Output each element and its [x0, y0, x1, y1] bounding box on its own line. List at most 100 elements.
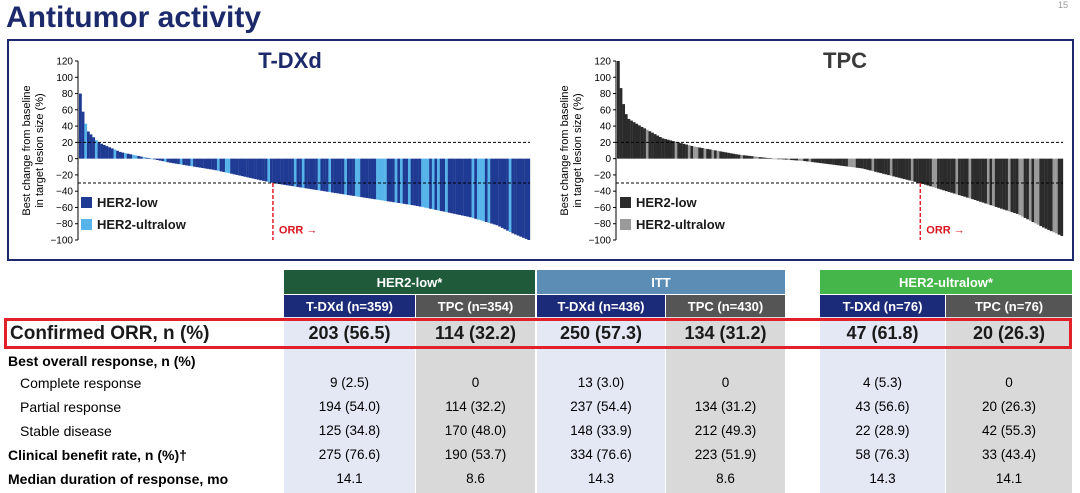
waterfall-bar [753, 156, 757, 159]
waterfall-bar [140, 156, 143, 159]
orr-value: 47 (61.8) [846, 323, 919, 343]
waterfall-bar [821, 158, 825, 164]
waterfall-bar [913, 158, 917, 182]
sub-header: TPC (n=354) [416, 295, 535, 317]
waterfall-bar [434, 158, 438, 210]
y-tick-label: −60 [594, 203, 611, 214]
waterfall-bar [362, 158, 366, 198]
table-cell: 0 [721, 375, 730, 390]
waterfall-bar [185, 158, 188, 166]
waterfall-bar [397, 158, 401, 204]
response-table: HER2-low* ITT HER2-ultralow* T-DXd (n=359) T… [0, 268, 1080, 493]
waterfall-bar [296, 158, 300, 188]
waterfall-bar [619, 88, 623, 159]
waterfall-bar [923, 158, 927, 185]
waterfall-charts: T-DXd Best change from baselinein target … [21, 48, 1064, 247]
waterfall-bar [721, 151, 725, 159]
table-cell: 14.3 [869, 471, 896, 486]
y-tick-label: 20 [62, 138, 74, 149]
table-cell: 237 (54.4) [570, 399, 632, 414]
orr-value: 114 (32.2) [434, 323, 517, 343]
waterfall-bar [94, 140, 98, 159]
waterfall-bar [307, 158, 310, 189]
row-label: Partial response [20, 399, 122, 415]
waterfall-bar [735, 154, 738, 159]
waterfall-bar [918, 158, 922, 184]
table-cell: 275 (76.6) [318, 447, 381, 462]
waterfall-bar [889, 158, 893, 176]
waterfall-bar [222, 158, 226, 172]
y-tick-label: −80 [594, 219, 611, 230]
waterfall-bar [716, 150, 720, 159]
waterfall-bar [669, 140, 673, 159]
waterfall-bar [108, 147, 111, 159]
waterfall-bar [365, 158, 369, 199]
waterfall-bar [182, 158, 186, 165]
waterfall-bar [86, 131, 90, 159]
waterfall-bar [376, 158, 379, 200]
waterfall-bar [658, 137, 662, 159]
waterfall-bar [285, 158, 289, 186]
waterfall-bar [97, 142, 101, 159]
waterfall-bar [1002, 158, 1006, 210]
y-tick-label: −60 [56, 203, 73, 214]
waterfall-bar [455, 158, 459, 215]
waterfall-bar [214, 158, 218, 171]
y-tick-label: 100 [594, 73, 611, 84]
y-tick-label: 60 [600, 105, 612, 116]
legend-label: HER2-low [636, 195, 698, 210]
waterfall-bar [748, 155, 751, 159]
waterfall-bar [1028, 158, 1032, 221]
table-cell: 8.6 [716, 471, 735, 486]
waterfall-bar [845, 158, 849, 167]
waterfall-bar [840, 158, 843, 166]
waterfall-bar [858, 158, 862, 169]
column-band [820, 297, 945, 493]
waterfall-bar [700, 148, 704, 159]
waterfall-bar [693, 146, 696, 159]
waterfall-bar [965, 158, 969, 198]
waterfall-bar [986, 158, 990, 205]
table-cell: 0 [1005, 375, 1013, 390]
table-cell: 148 (33.9) [570, 423, 632, 438]
waterfall-bar [737, 154, 741, 159]
waterfall-bar [905, 158, 909, 180]
waterfall-bar [277, 158, 281, 185]
waterfall-bar [325, 158, 329, 192]
waterfall-bar [484, 158, 488, 223]
waterfall-bar [1057, 158, 1061, 235]
waterfall-bar [963, 158, 967, 197]
waterfall-bar [1036, 158, 1040, 225]
row-label: Stable disease [20, 423, 112, 439]
waterfall-bar [679, 143, 683, 159]
waterfall-bar [653, 134, 657, 159]
waterfall-bar [850, 158, 854, 168]
waterfall-bar [224, 158, 228, 173]
table-cell: 190 (53.7) [444, 447, 507, 462]
waterfall-bar [1015, 158, 1019, 214]
waterfall-bar [482, 158, 486, 222]
waterfall-bar [672, 141, 675, 159]
waterfall-bar [145, 157, 149, 159]
waterfall-bar [466, 158, 470, 217]
waterfall-bar [113, 149, 117, 159]
orr-value: 134 (31.2) [684, 323, 767, 343]
waterfall-bar [855, 158, 859, 168]
waterfall-chart-tpc: TPC Best change from baselinein target le… [559, 48, 1064, 247]
waterfall-bar [400, 158, 403, 204]
waterfall-bar [910, 158, 914, 182]
waterfall-bar [203, 158, 207, 169]
waterfall-bar [808, 158, 812, 162]
waterfall-bar [360, 158, 364, 198]
table-cell: 194 (54.0) [318, 399, 381, 414]
table-cell: 125 (34.8) [318, 423, 381, 438]
waterfall-bar [617, 61, 620, 159]
waterfall-bar [1013, 158, 1016, 214]
waterfall-bar [240, 158, 244, 177]
waterfall-bar [1018, 158, 1022, 216]
waterfall-bar [346, 158, 350, 196]
waterfall-bar [431, 158, 435, 210]
row-label: Clinical benefit rate, n (%)† [8, 447, 187, 463]
waterfall-bar [246, 158, 249, 178]
waterfall-bar [622, 104, 626, 159]
